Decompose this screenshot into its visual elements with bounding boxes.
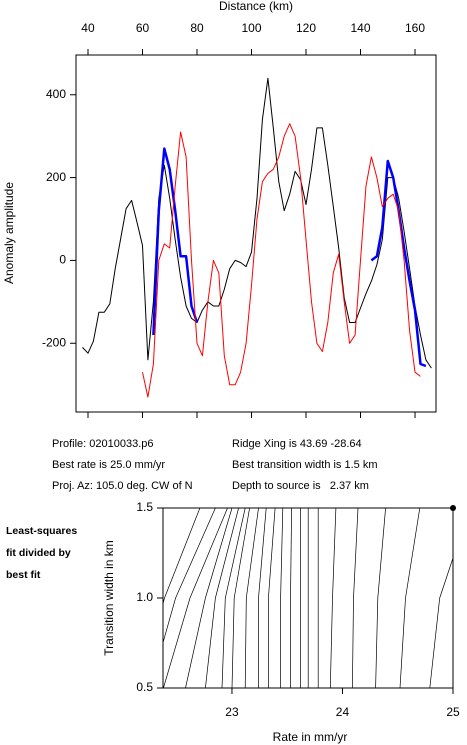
- chart-title: Least-squares: [6, 525, 77, 537]
- annotation: Proj. Az: 105.0 deg. CW of N: [52, 480, 193, 492]
- plot-area: [163, 508, 467, 688]
- contour-line: [244, 508, 259, 688]
- data-line: [152, 147, 427, 368]
- x-tick-label: 24: [336, 705, 350, 719]
- x-tick-label: 80: [190, 21, 204, 35]
- contour-line: [290, 508, 292, 688]
- annotation: Depth to source is 2.37 km: [232, 480, 369, 492]
- contour-line: [221, 508, 246, 688]
- x-tick-label: 23: [225, 705, 239, 719]
- contour-line: [163, 508, 201, 605]
- contour-line: [375, 508, 386, 688]
- x-tick-label: 60: [136, 21, 150, 35]
- contour-line: [258, 508, 267, 688]
- y-tick-label: 0.5: [136, 680, 153, 694]
- y-axis-title: Transition width in km: [102, 540, 116, 656]
- x-tick-label: 100: [241, 21, 261, 35]
- plot-frame: [75, 54, 437, 413]
- contour-line: [455, 508, 467, 688]
- annotation: Best transition width is 1.5 km: [232, 459, 378, 471]
- x-axis-title: Distance (km): [219, 0, 293, 13]
- contour-line: [268, 508, 276, 688]
- y-tick-label: 400: [46, 87, 66, 101]
- contour-line: [429, 556, 453, 688]
- x-tick-label: 160: [405, 21, 425, 35]
- plot-area: [82, 77, 432, 398]
- annotation: Profile: 02010033.p6: [52, 438, 154, 450]
- contour-line: [280, 508, 284, 688]
- data-line: [142, 123, 421, 398]
- y-tick-label: 0: [59, 253, 66, 267]
- x-axis-title: Rate in mm/yr: [273, 730, 348, 744]
- y-tick-label: -200: [42, 335, 66, 349]
- y-axis-title: Anomaly amplitude: [2, 182, 16, 284]
- y-tick-label: 200: [46, 170, 66, 184]
- contour-line: [231, 508, 250, 688]
- contour-line: [352, 508, 359, 688]
- contour-line: [163, 508, 216, 644]
- x-tick-label: 25: [446, 705, 460, 719]
- data-line: [82, 77, 432, 369]
- chart-title: best fit: [6, 569, 41, 581]
- annotation: Ridge Xing is 43.69 -28.64: [232, 438, 362, 450]
- best-fit-point: [450, 505, 456, 511]
- y-tick-label: 1.5: [136, 500, 153, 514]
- chart-title: fit divided by: [6, 547, 71, 559]
- x-tick-label: 140: [350, 21, 370, 35]
- contour-line: [185, 508, 233, 688]
- contour-line: [205, 508, 239, 688]
- annotation: Best rate is 25.0 mm/yr: [52, 459, 165, 471]
- contour-line: [163, 508, 228, 688]
- y-tick-label: 1.0: [136, 590, 153, 604]
- x-tick-label: 120: [296, 21, 316, 35]
- contour-line: [399, 508, 421, 688]
- contour-line: [329, 508, 337, 688]
- x-tick-label: 40: [81, 21, 95, 35]
